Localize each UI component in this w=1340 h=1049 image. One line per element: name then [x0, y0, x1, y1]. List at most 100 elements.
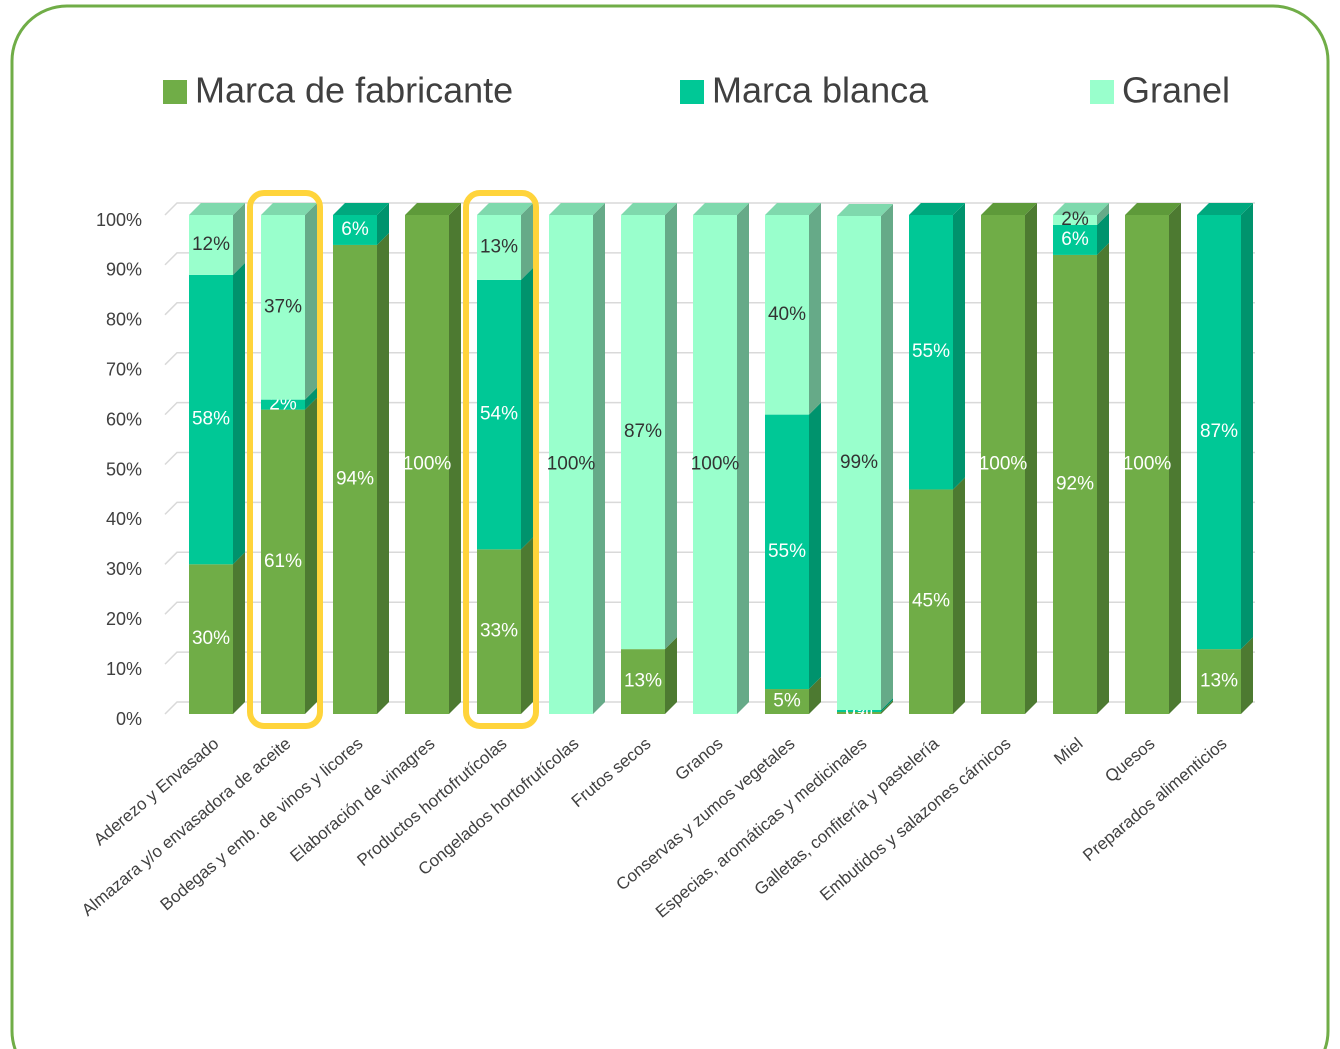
bar-side	[881, 698, 893, 713]
bar-front	[333, 244, 377, 714]
y-tick-label: 90%	[106, 260, 142, 280]
bar-top	[621, 203, 677, 215]
grid-line	[164, 551, 1255, 565]
bar-top	[1053, 203, 1109, 215]
grid-line	[164, 651, 1255, 665]
bar-front	[1197, 649, 1241, 714]
bar-side	[1097, 212, 1109, 255]
bar-front	[1197, 215, 1241, 650]
bar-side	[665, 203, 677, 650]
grid-line	[164, 701, 1255, 715]
legend-swatch	[680, 80, 704, 104]
bar-side	[881, 700, 893, 714]
y-tick-label: 10%	[106, 659, 142, 679]
bar-front	[621, 649, 665, 714]
bar-top	[549, 203, 605, 215]
bar-side	[521, 203, 533, 280]
bar-top	[981, 203, 1037, 215]
value-label: 100%	[403, 454, 452, 475]
bar-side	[233, 262, 245, 565]
bar-side	[1169, 203, 1181, 714]
bar-front	[189, 215, 233, 275]
bar-side	[953, 203, 965, 490]
bar-top	[1125, 203, 1181, 215]
bar-front	[189, 564, 233, 714]
bar-top	[333, 203, 389, 215]
bar-side	[1241, 203, 1253, 650]
bar-top	[261, 203, 317, 215]
value-label: 87%	[1200, 421, 1238, 442]
y-tick-label: 60%	[106, 409, 142, 429]
bar-side	[1241, 637, 1253, 714]
value-label: 55%	[912, 341, 950, 362]
bar-top	[693, 203, 749, 215]
value-label: 30%	[192, 628, 230, 649]
grid-line	[164, 601, 1255, 615]
bar-side	[521, 267, 533, 550]
bar-top	[909, 203, 965, 215]
bar-front	[837, 710, 881, 713]
bar-front	[621, 215, 665, 650]
value-label: 100%	[979, 454, 1028, 475]
bar-front	[261, 215, 305, 400]
grid-line	[164, 351, 1255, 366]
bar-side	[233, 552, 245, 714]
bar-top	[405, 203, 461, 215]
y-tick-label: 40%	[106, 509, 142, 529]
grid-line	[164, 252, 1255, 266]
value-label: 92%	[1056, 473, 1094, 494]
bar-side	[377, 232, 389, 714]
bar-side	[809, 402, 821, 690]
bar-front	[333, 215, 377, 245]
bars: 30% 58% 12% 61% 2% 37% 94% 6% 100% 33% 54% 13% 100% 1…	[189, 203, 1253, 723]
bar-front	[909, 215, 953, 490]
value-label: 61%	[264, 551, 302, 572]
bar-side	[305, 387, 317, 410]
bar-side	[1025, 203, 1037, 714]
grid-line	[164, 451, 1255, 466]
bar-side	[809, 203, 821, 415]
bar-front	[981, 215, 1025, 714]
bar-side	[521, 537, 533, 714]
bar-front	[477, 549, 521, 714]
bar-top	[837, 203, 893, 216]
legend-label: Marca blanca	[712, 70, 929, 111]
bar-front	[693, 215, 737, 714]
value-label: 58%	[192, 409, 230, 430]
value-label: 13%	[624, 671, 662, 692]
bar-side	[593, 203, 605, 714]
value-label: 33%	[480, 621, 518, 642]
bar-side	[305, 203, 317, 400]
bar-front	[837, 712, 881, 714]
bar-side	[737, 203, 749, 714]
bar-front	[837, 215, 881, 711]
value-label: 2%	[1061, 209, 1089, 230]
grid-line	[164, 202, 1255, 216]
y-tick-label: 100%	[96, 210, 142, 230]
bar-front	[477, 215, 521, 280]
value-label: 13%	[1200, 671, 1238, 692]
grid-line	[164, 501, 1255, 515]
value-label: 37%	[264, 296, 302, 317]
value-label: 100%	[691, 454, 740, 475]
bar-front	[909, 489, 953, 714]
bar-front	[1125, 215, 1169, 714]
grid-line	[164, 302, 1255, 316]
value-label: 54%	[480, 404, 518, 425]
bar-side	[305, 397, 317, 714]
y-tick-label: 50%	[106, 459, 142, 479]
bar-top	[477, 203, 533, 215]
bar-side	[1097, 242, 1109, 715]
value-label: 13%	[480, 236, 518, 257]
value-label: 45%	[912, 591, 950, 612]
bar-top	[189, 203, 245, 215]
legend-label: Marca de fabricante	[195, 70, 513, 111]
bar-front	[261, 399, 305, 410]
bar-top	[1197, 203, 1253, 215]
value-label: 6%	[1061, 229, 1089, 250]
grid-line	[164, 401, 1255, 416]
bar-front	[261, 409, 305, 714]
bar-front	[1053, 224, 1097, 255]
bar-front	[765, 689, 809, 714]
